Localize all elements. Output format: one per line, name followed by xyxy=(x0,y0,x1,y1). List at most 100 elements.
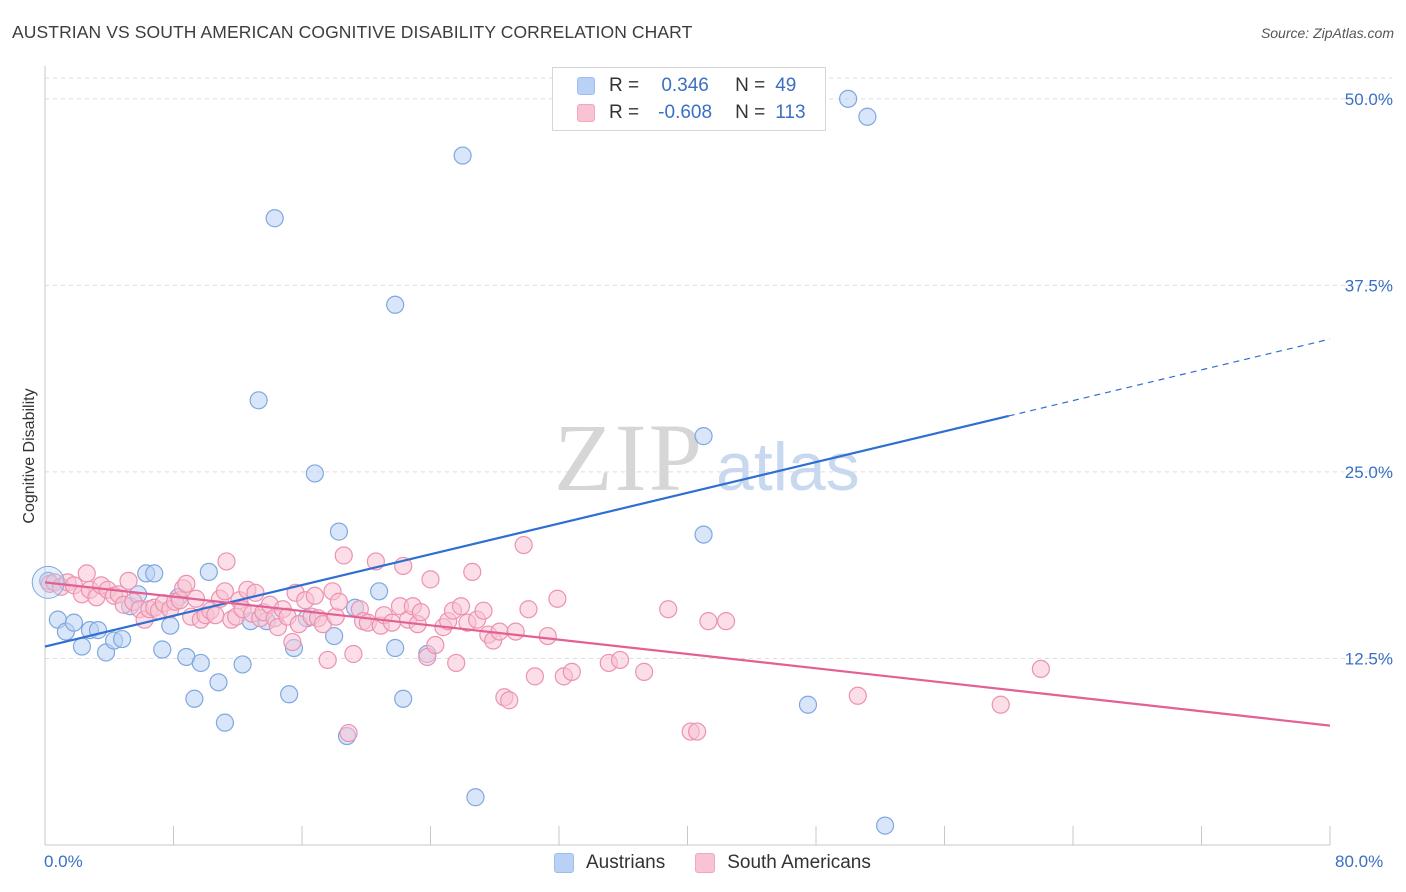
points-layer xyxy=(31,89,1050,835)
south-american-point xyxy=(246,583,265,602)
austrian-point xyxy=(394,689,413,708)
south-american-point xyxy=(848,686,867,705)
austrians-trendline-extension xyxy=(1008,338,1331,417)
grid-layer xyxy=(45,77,1392,659)
watermark: ZIP atlas xyxy=(554,404,860,511)
legend-label-south-americans: South Americans xyxy=(727,852,871,873)
austrian-point xyxy=(798,695,818,714)
austrian-point xyxy=(72,637,92,656)
austrian-point xyxy=(329,522,349,541)
austrian-point xyxy=(839,89,858,108)
south-american-point xyxy=(426,635,445,655)
chart-title: AUSTRIAN VS SOUTH AMERICAN COGNITIVE DIS… xyxy=(12,22,693,42)
austrian-point xyxy=(386,295,405,314)
source-credit: Source: ZipAtlas.com xyxy=(1260,25,1394,41)
r-label: R = xyxy=(609,75,640,96)
south-american-point xyxy=(305,586,324,605)
austrian-point xyxy=(466,788,485,807)
south-american-point xyxy=(77,564,96,583)
austrian-point xyxy=(386,638,405,658)
legend-swatch-south-americans xyxy=(695,853,716,873)
south-american-point xyxy=(463,562,482,582)
south-american-point xyxy=(635,662,654,681)
south-american-point xyxy=(329,592,349,611)
x-tick-label-min: 0.0% xyxy=(44,852,83,871)
austrian-point xyxy=(233,655,252,674)
austrian-point xyxy=(145,564,164,583)
south-american-point xyxy=(991,695,1010,714)
austrian-point xyxy=(215,713,234,732)
austrian-point xyxy=(191,653,210,673)
austrian-point xyxy=(265,209,284,228)
y-tick-labels: 12.5% 25.0% 37.5% 50.0% xyxy=(1345,90,1393,669)
austrian-point xyxy=(153,640,172,659)
south-american-point xyxy=(217,552,236,571)
legend-item-south-americans[interactable]: South Americans xyxy=(695,852,871,874)
legend-row-austrians: R = 0.346 N = 49 xyxy=(577,73,796,99)
south-american-point xyxy=(421,570,440,589)
austrian-point xyxy=(694,427,713,446)
south-american-point xyxy=(474,601,493,620)
south-american-point xyxy=(283,632,302,652)
south-american-point xyxy=(716,612,736,631)
n-label: N = xyxy=(735,75,766,96)
austrian-point xyxy=(370,582,389,601)
austrian-point xyxy=(199,562,218,582)
south-americans-trendline xyxy=(44,581,1331,727)
austrian-point xyxy=(325,626,344,646)
south-american-point xyxy=(318,650,337,670)
legend-row-south-americans: R = -0.608 N = 113 xyxy=(577,100,806,126)
south-american-point xyxy=(538,626,557,646)
austrian-point xyxy=(305,464,324,483)
legend-swatch-austrians xyxy=(554,853,574,873)
y-tick-label: 25.0% xyxy=(1345,463,1393,482)
y-tick-label: 50.0% xyxy=(1345,90,1393,109)
south-american-point xyxy=(525,667,545,686)
austrian-point xyxy=(161,616,180,635)
austrian-point xyxy=(858,107,877,126)
south-american-point xyxy=(206,606,225,625)
south-american-point xyxy=(447,653,466,673)
austrian-point xyxy=(694,525,713,544)
south-american-point xyxy=(119,571,138,590)
austrian-point xyxy=(875,816,895,835)
south-american-point xyxy=(215,582,234,601)
x-tick-label-max: 80.0% xyxy=(1335,852,1384,871)
n-label: N = xyxy=(735,102,766,123)
south-american-point xyxy=(548,589,567,608)
south-american-point xyxy=(514,535,533,555)
south-american-point xyxy=(519,600,538,619)
south-american-point xyxy=(326,607,345,626)
y-tick-label: 37.5% xyxy=(1345,276,1393,295)
legend-item-austrians[interactable]: Austrians xyxy=(554,852,665,874)
austrian-point xyxy=(209,673,228,692)
n-value: 49 xyxy=(775,75,797,96)
austrians-trendline xyxy=(44,414,1010,648)
n-value: 113 xyxy=(775,102,806,123)
austrian-point xyxy=(249,391,268,410)
watermark-zip: ZIP xyxy=(554,404,704,511)
south-american-point xyxy=(177,574,196,593)
legend-label-austrians: Austrians xyxy=(586,852,666,873)
axis-layer xyxy=(44,66,1331,846)
legend-swatch-austrians xyxy=(577,77,595,95)
y-axis-label: Cognitive Disability xyxy=(21,388,38,524)
south-american-point xyxy=(1031,659,1050,679)
series-legend: Austrians South Americans xyxy=(554,852,901,874)
r-value: 0.346 xyxy=(661,75,709,96)
legend-swatch-south-americans xyxy=(577,104,595,122)
austrian-point xyxy=(64,613,84,632)
south-american-point xyxy=(339,723,358,743)
south-american-point xyxy=(411,603,430,622)
correlation-legend: R = 0.346 N = 49 R = -0.608 N = 113 xyxy=(552,67,826,131)
south-american-point xyxy=(500,691,519,710)
south-american-point xyxy=(610,650,630,670)
south-american-point xyxy=(344,644,363,664)
y-tick-label: 12.5% xyxy=(1345,649,1393,668)
trend-layer xyxy=(44,338,1331,727)
south-american-point xyxy=(506,622,525,641)
south-american-point xyxy=(688,722,707,741)
r-value: -0.608 xyxy=(658,102,713,123)
south-american-point xyxy=(659,600,678,619)
